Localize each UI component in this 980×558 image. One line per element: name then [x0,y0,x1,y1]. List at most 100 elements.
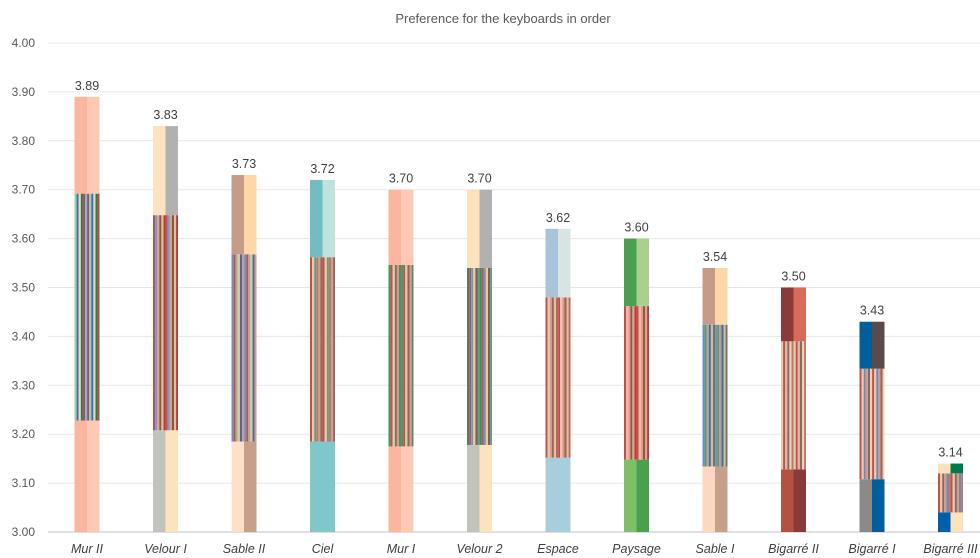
bar-stripe [553,297,556,458]
bar-segment [244,175,257,255]
bar-segment [467,444,480,532]
y-tick-label: 3.20 [12,427,36,441]
data-label: 3.70 [467,172,491,186]
bar-stripe [708,324,711,467]
bar-stripe [961,473,963,513]
bar-stripe [952,473,955,513]
bar-stripe [564,297,567,458]
bar-segment [793,287,806,342]
bar-stripe [560,297,563,458]
bar-stripe [632,306,635,460]
bar-stripe [239,254,242,442]
bar-stripe [717,324,720,467]
bar-stripe [704,324,707,467]
bar-segment [467,189,480,268]
bar-segment [558,228,571,298]
bar-segment [153,430,166,532]
bar-stripe [469,267,472,445]
bar-segment [715,466,728,532]
bar-stripe [787,341,790,470]
bar-stripe [490,267,492,445]
bar [467,189,492,532]
y-tick-label: 3.00 [12,525,36,539]
bar [388,189,414,532]
bar-stripe [481,267,484,445]
y-tick-label: 3.10 [12,476,36,490]
bar-segment [859,479,872,532]
data-label: 3.83 [153,108,177,122]
bar-stripe [547,297,550,458]
bar-segment [401,446,414,532]
bar-stripe [411,265,414,447]
bar-stripe [723,324,726,467]
data-label: 3.50 [781,270,805,284]
bar-stripe [248,254,251,442]
bar-stripe [314,257,317,442]
bar-segment [310,441,323,532]
bar-stripe [797,341,800,470]
bar-stripe [246,254,249,442]
bar-stripe [331,257,334,442]
bar-stripe [242,254,245,442]
y-tick-label: 3.80 [12,134,36,148]
bar-stripe [169,215,172,431]
data-label: 3.70 [389,172,413,186]
bar-stripe [159,215,162,431]
bar-segment [479,444,492,532]
bar-stripe [399,265,402,447]
bar-stripe [863,368,866,480]
bar-stripe [793,341,796,470]
bar-segment [872,479,885,532]
bar-stripe [324,257,327,442]
bar-segment [74,420,87,532]
bar-stripe [333,257,335,442]
bar-segment [322,179,335,258]
bar-stripe [647,306,649,460]
y-tick-label: 3.30 [12,378,36,392]
bar-stripe [640,306,643,460]
bar-stripe [483,267,486,445]
bar-stripe [392,265,395,447]
bar [624,238,649,532]
bar-stripe [867,368,870,480]
y-tick-label: 3.90 [12,85,36,99]
bar-segment [165,126,178,216]
bar-stripe [80,193,83,421]
bar-segment [950,512,963,532]
bar-stripe [163,215,166,431]
x-tick-label: Velour I [144,542,187,556]
bar-stripe [948,473,951,513]
bar-segment [872,321,885,369]
bar-stripe [715,324,718,467]
data-label: 3.60 [624,221,648,235]
bar-stripe [161,215,164,431]
bar-stripe [318,257,321,442]
bar-stripe [95,193,98,421]
bar-stripe [320,257,323,442]
bar-stripe [157,215,160,431]
bar-stripe [626,306,629,460]
bar-segment [624,238,637,307]
bar-stripe [87,193,90,421]
y-tick-label: 4.00 [12,36,36,50]
bar-stripe [85,193,88,421]
bar-stripe [322,257,325,442]
bar-stripe [254,254,257,442]
bar-stripe [870,368,873,480]
data-label: 3.89 [75,79,99,93]
bar-stripe [959,473,962,513]
bar-stripe [956,473,959,513]
bar [781,287,806,532]
bar-stripe [785,341,788,470]
bar-stripe [471,267,474,445]
chart-title: Preference for the keyboards in order [395,11,611,26]
bar-segment [938,512,951,532]
bar-stripe [882,368,885,480]
bar-stripe [326,257,329,442]
bar-segment [87,96,100,194]
bar-segment [702,466,715,532]
bar-stripe [702,324,705,467]
bar-stripe [477,267,480,445]
bar-stripe [165,215,168,431]
